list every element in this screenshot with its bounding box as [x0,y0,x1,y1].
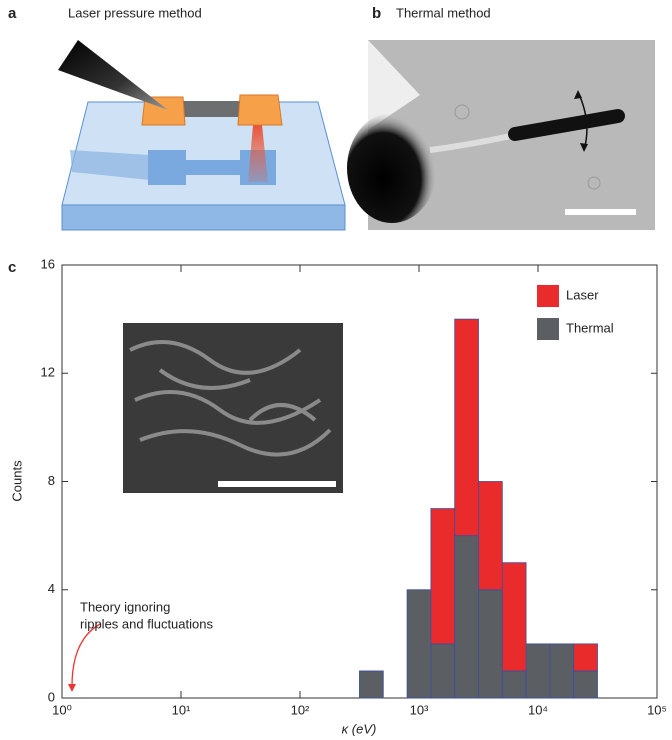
panel-title: Laser pressure method [68,5,202,20]
figure: a Laser pressure method b Thermal method… [0,0,672,740]
legend-label: Laser [566,287,599,302]
x-tick-label: 10¹ [172,702,191,717]
x-tick-label: 10³ [410,702,429,717]
legend-swatch [537,285,559,307]
histogram-bar [431,644,455,698]
arrow-head [68,684,76,692]
y-axis-label: Counts [9,460,24,502]
panel-title: Thermal method [396,5,491,20]
annotation-arrow [72,624,100,686]
legend-swatch [537,318,559,340]
histogram-bar [502,563,526,671]
histogram-bar [407,590,431,698]
panel-label: c [8,259,16,276]
histogram-bar [431,509,455,644]
histogram-bar [359,671,383,698]
inset-image [123,323,343,493]
histogram-bar [550,644,574,698]
x-tick-label: 10² [291,702,310,717]
panel-label: a [8,5,17,22]
histogram-bar [574,671,598,698]
annotation: ripples and fluctuations [80,616,213,631]
x-tick-label: 10⁰ [52,702,72,717]
histogram-bar [478,482,502,590]
y-tick-label: 16 [41,256,55,271]
legend-label: Thermal [566,320,614,335]
micrograph [347,40,655,230]
y-tick-label: 8 [48,473,55,488]
y-tick-label: 4 [48,581,55,596]
histogram-bar [478,590,502,698]
x-tick-label: 10⁴ [528,702,548,717]
histogram-bar [455,536,479,698]
histogram-bar [502,671,526,698]
x-axis-label: κ (eV) [342,721,377,736]
histogram-bar [574,644,598,671]
y-tick-label: 12 [41,365,55,380]
histogram-bar [455,319,479,536]
panel-label: b [372,5,381,22]
histogram-bar [526,644,550,698]
x-tick-label: 10⁵ [647,702,667,717]
annotation: Theory ignoring [80,599,170,614]
device-diagram [58,40,345,230]
